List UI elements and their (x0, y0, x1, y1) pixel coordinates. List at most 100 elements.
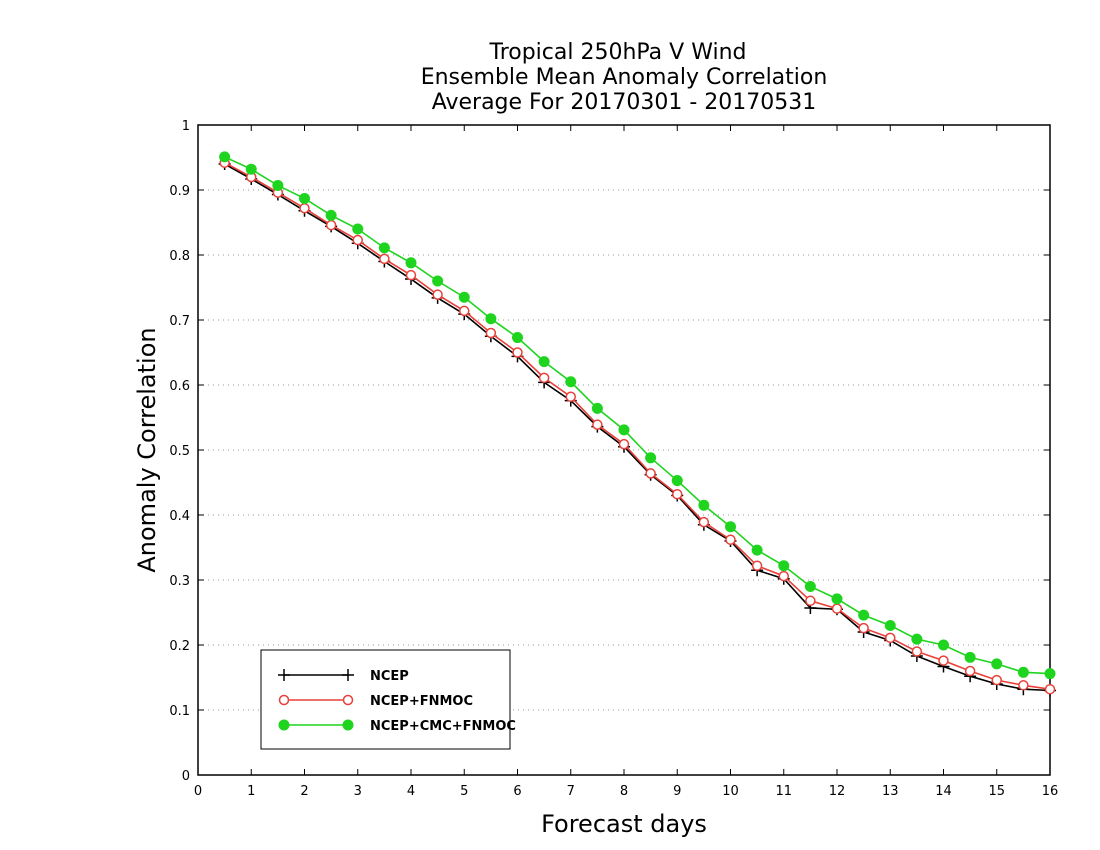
x-tick-label: 10 (722, 784, 739, 799)
y-tick-label: 0 (182, 769, 190, 784)
x-tick-label: 7 (567, 784, 575, 799)
y-tick-label: 0.8 (169, 249, 190, 264)
title-line-3: Average For 20170301 - 20170531 (432, 90, 817, 115)
data-point-ncep-cmc-fnmoc (831, 593, 843, 605)
data-point-ncep-cmc-fnmoc (698, 499, 710, 511)
x-tick-label: 12 (829, 784, 846, 799)
x-tick-label: 9 (673, 784, 681, 799)
data-point-ncep-cmc-fnmoc (884, 620, 896, 631)
series-line-ncep (224, 163, 1051, 692)
data-point-ncep-cmc-fnmoc (938, 639, 949, 651)
data-point-ncep-fnmoc (778, 570, 789, 582)
data-point-ncep-fnmoc (805, 595, 816, 607)
data-point-ncep-fnmoc (538, 372, 550, 384)
data-point-ncep-cmc-fnmoc (352, 223, 364, 235)
data-point-ncep-fnmoc (379, 253, 390, 265)
legend-marker (342, 719, 354, 731)
data-point-ncep-cmc-fnmoc (565, 376, 577, 388)
data-point-ncep-cmc-fnmoc (645, 452, 657, 464)
legend-marker (278, 719, 290, 731)
data-point-ncep-fnmoc (592, 419, 603, 430)
data-point-ncep-cmc-fnmoc (751, 544, 763, 556)
data-point-ncep-fnmoc (991, 674, 1002, 686)
grid (198, 189, 1050, 711)
data-point-ncep-cmc-fnmoc (804, 581, 816, 592)
x-tick-label: 0 (194, 784, 202, 799)
x-tick-label: 16 (1042, 784, 1059, 799)
data-point-ncep-cmc-fnmoc (671, 475, 683, 487)
data-point-ncep-fnmoc (698, 516, 710, 528)
data-point-ncep-fnmoc (299, 202, 310, 214)
x-tick-label: 1 (247, 784, 255, 799)
data-point-ncep-cmc-fnmoc (778, 560, 790, 572)
data-point-ncep-cmc-fnmoc (432, 275, 444, 287)
data-point-ncep-fnmoc (325, 219, 337, 231)
series-lines (218, 151, 1056, 697)
data-point-ncep-fnmoc (751, 560, 763, 571)
data-point-ncep-cmc-fnmoc (725, 521, 736, 533)
y-tick-label: 0.5 (169, 444, 190, 459)
data-point-ncep-cmc-fnmoc (1017, 666, 1029, 678)
legend: NCEP NCEP+FNMOC NCEP+CMC+FNMOC (260, 649, 516, 750)
data-point-ncep-fnmoc (911, 646, 923, 657)
data-point-ncep-cmc-fnmoc (485, 313, 497, 325)
legend-label-ncep-fnmoc: NCEP+FNMOC (370, 694, 473, 709)
data-point-ncep-fnmoc (352, 234, 363, 246)
data-point-ncep-cmc-fnmoc (1044, 668, 1056, 680)
legend-marker (278, 669, 290, 681)
data-point-ncep-fnmoc (938, 655, 949, 666)
x-axis-label: Forecast days (541, 810, 707, 838)
data-point-ncep-fnmoc (885, 632, 896, 644)
y-tick-label: 0.7 (169, 314, 190, 329)
y-axis-label: Anomaly Correlation (133, 327, 161, 572)
data-point-ncep-cmc-fnmoc (325, 209, 337, 221)
legend-marker (342, 669, 354, 681)
data-point-ncep-cmc-fnmoc (964, 651, 976, 663)
series-ncep-fnmoc (219, 157, 1056, 695)
x-tick-label: 6 (513, 784, 521, 799)
data-point-ncep-fnmoc (1044, 683, 1056, 695)
y-tick-label: 0.1 (169, 704, 190, 719)
data-point-ncep-fnmoc (831, 603, 843, 614)
title-line-1: Tropical 250hPa V Wind (488, 40, 746, 65)
series-ncep (218, 158, 1056, 697)
legend-item-ncep: NCEP (278, 669, 409, 684)
data-point-ncep-cmc-fnmoc (991, 658, 1003, 670)
legend-label-ncep-cmc-fnmoc: NCEP+CMC+FNMOC (370, 719, 516, 734)
chart-title: Tropical 250hPa V Wind Ensemble Mean Ano… (421, 40, 828, 115)
data-point-ncep-cmc-fnmoc (245, 163, 257, 175)
data-point-ncep-fnmoc (432, 289, 443, 300)
x-tick-label: 15 (988, 784, 1005, 799)
series-line-ncep-fnmoc (224, 161, 1051, 690)
data-point-ncep-cmc-fnmoc (299, 192, 310, 204)
data-point-ncep-cmc-fnmoc (538, 356, 550, 368)
x-tick-label: 14 (935, 784, 952, 799)
data-point-ncep-cmc-fnmoc (405, 257, 417, 269)
data-point-ncep-cmc-fnmoc (219, 151, 231, 163)
data-point-ncep-cmc-fnmoc (378, 242, 390, 254)
data-point-ncep-fnmoc (672, 488, 683, 500)
x-tick-label: 2 (300, 784, 308, 799)
data-point-ncep-fnmoc (485, 327, 497, 339)
y-tick-label: 0.4 (169, 509, 190, 524)
title-line-2: Ensemble Mean Anomaly Correlation (421, 65, 828, 90)
legend-marker (342, 694, 354, 706)
legend-item-ncep-fnmoc: NCEP+FNMOC (278, 694, 473, 709)
data-point-ncep-cmc-fnmoc (458, 291, 470, 303)
x-tick-label: 13 (882, 784, 899, 799)
data-point-ncep-fnmoc (725, 534, 736, 545)
data-point-ncep-cmc-fnmoc (911, 633, 923, 645)
data-point-ncep-cmc-fnmoc (618, 424, 630, 436)
y-tick-label: 0.9 (169, 184, 190, 199)
legend-item-ncep-cmc-fnmoc: NCEP+CMC+FNMOC (278, 719, 516, 734)
x-tick-label: 4 (407, 784, 415, 799)
data-point-ncep-fnmoc (964, 665, 976, 677)
y-tick-label: 1 (182, 119, 190, 134)
data-point-ncep-cmc-fnmoc (858, 609, 870, 621)
data-point-ncep-fnmoc (645, 468, 656, 479)
data-point-ncep-fnmoc (565, 391, 576, 402)
data-point-ncep-fnmoc (459, 305, 470, 317)
x-tick-label: 5 (460, 784, 468, 799)
series-ncep-cmc-fnmoc (219, 151, 1056, 680)
